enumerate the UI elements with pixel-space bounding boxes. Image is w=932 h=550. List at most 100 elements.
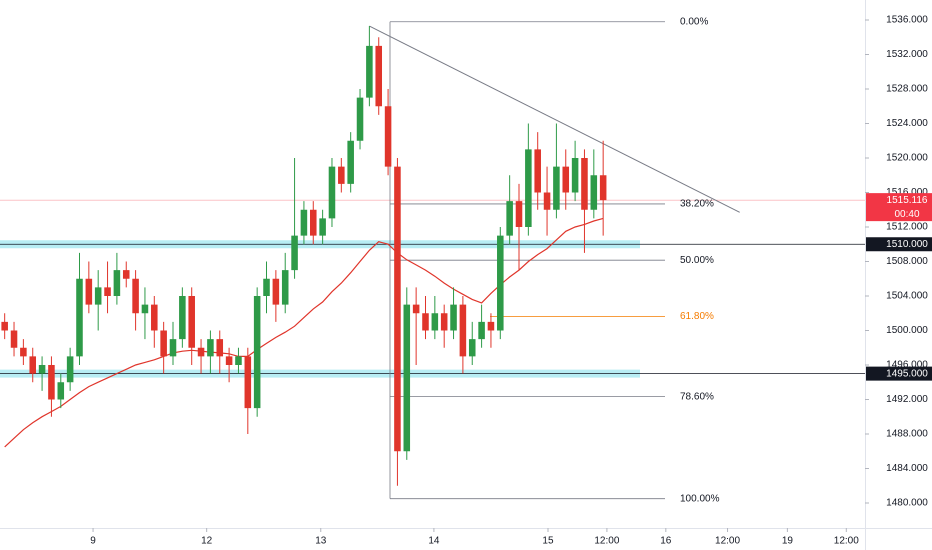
candle-body — [553, 166, 560, 210]
candle-body — [151, 304, 158, 331]
x-tick-label: 19 — [782, 536, 794, 547]
level-tag — [866, 366, 932, 381]
fib-label: 38.20% — [680, 199, 714, 210]
candle-body — [169, 339, 177, 357]
candle-body — [244, 356, 252, 409]
y-tick-label: 1528.000 — [886, 84, 928, 95]
candle-body — [66, 356, 74, 383]
candle-body — [431, 313, 439, 331]
candle-body — [581, 158, 588, 210]
candle-body — [281, 270, 289, 305]
x-tick-label: 13 — [315, 536, 327, 547]
candle-body — [160, 330, 167, 357]
y-tick-label: 1512.000 — [886, 222, 928, 233]
candle-body — [459, 304, 467, 357]
x-tick-label: 12:00 — [715, 536, 740, 547]
candle-body — [319, 218, 326, 236]
candle-body — [216, 339, 224, 357]
candle-body — [515, 201, 523, 228]
candle-body — [366, 45, 373, 98]
candle-body — [590, 175, 598, 210]
candle-body — [384, 106, 392, 167]
y-tick-label: 1500.000 — [886, 325, 928, 336]
candle-body — [356, 97, 364, 141]
candle-body — [478, 321, 485, 340]
y-tick-label: 1532.000 — [886, 49, 928, 60]
candle-body — [440, 313, 448, 331]
candle-body — [38, 364, 46, 374]
candle-body — [487, 321, 495, 331]
price-axis-bg — [865, 0, 932, 550]
y-tick-label: 1496.000 — [886, 360, 928, 371]
level-tag-label: 1495.000 — [886, 368, 928, 379]
y-tick-label: 1508.000 — [886, 256, 928, 267]
y-tick-label: 1536.000 — [886, 15, 928, 26]
y-tick-label: 1484.000 — [886, 463, 928, 474]
candle-body — [10, 330, 18, 348]
candle-body — [394, 166, 401, 452]
moving-average — [4, 217, 604, 448]
candle-body — [29, 356, 37, 374]
candle-body — [207, 339, 214, 357]
candle-body — [291, 235, 298, 271]
candle-body — [412, 304, 420, 314]
candle-body — [263, 278, 270, 296]
level-tag — [866, 237, 932, 252]
y-tick-label: 1520.000 — [886, 153, 928, 164]
candle-body — [20, 347, 27, 357]
candle-body — [253, 295, 261, 409]
x-tick-label: 16 — [660, 536, 672, 547]
candle-body — [338, 166, 345, 184]
candle-body — [188, 295, 195, 348]
y-tick-label: 1480.000 — [886, 498, 928, 509]
candle-body — [506, 201, 513, 236]
candle-body — [328, 166, 336, 219]
y-tick-label: 1516.000 — [886, 187, 928, 198]
candle-body — [122, 270, 130, 279]
trendline — [369, 25, 740, 213]
y-tick-label: 1524.000 — [886, 118, 928, 129]
candle-body — [272, 278, 280, 305]
countdown-label: 00:40 — [894, 209, 919, 220]
candle-body — [141, 304, 149, 314]
fib-label: 50.00% — [680, 255, 714, 266]
candle-body — [534, 149, 541, 193]
candle-body — [76, 278, 83, 357]
fib-label: 100.00% — [680, 493, 720, 504]
candle-body — [562, 166, 570, 193]
candle-body — [309, 209, 317, 236]
x-tick-label: 15 — [542, 536, 554, 547]
candle-body — [571, 158, 579, 193]
candle-body — [543, 192, 551, 210]
fib-label: 61.80% — [680, 311, 714, 322]
candle-body — [347, 140, 354, 184]
candle-body — [48, 364, 55, 400]
candle-body — [94, 287, 102, 305]
y-tick-label: 1492.000 — [886, 394, 928, 405]
candle-body — [450, 304, 457, 331]
candle-body — [468, 339, 476, 357]
candle-body — [225, 356, 233, 365]
x-tick-label: 12 — [201, 536, 213, 547]
candle-body — [57, 382, 65, 400]
y-tick-label: 1488.000 — [886, 429, 928, 440]
candle-body — [197, 347, 205, 357]
candle-body — [1, 321, 8, 331]
candle-body — [525, 149, 532, 228]
candle-body — [422, 313, 429, 331]
candle-body — [497, 235, 504, 331]
x-tick-label: 14 — [428, 536, 440, 547]
x-tick-label: 9 — [90, 536, 96, 547]
candle-body — [104, 287, 111, 296]
candle-body — [375, 45, 383, 107]
x-tick-label: 12:00 — [834, 536, 859, 547]
price-tag — [866, 193, 932, 222]
candle-body — [132, 278, 139, 314]
fib-label: 78.60% — [680, 391, 714, 402]
y-tick-label: 1504.000 — [886, 291, 928, 302]
price-tag-label: 1515.116 — [887, 195, 928, 206]
candle-body — [403, 304, 411, 452]
level-tag-label: 1510.000 — [886, 239, 928, 250]
candle-body — [179, 295, 186, 340]
